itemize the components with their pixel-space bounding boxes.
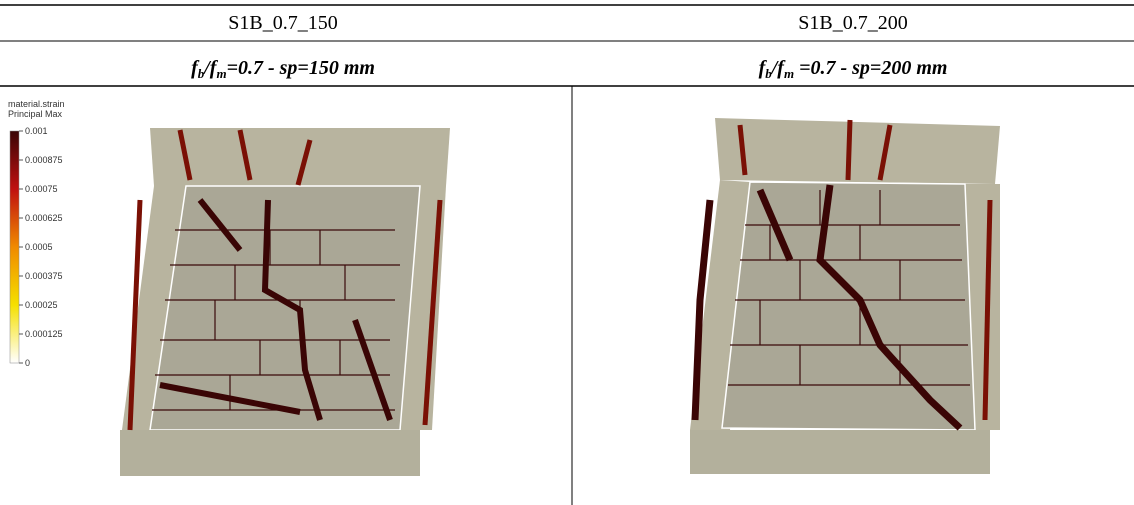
color-bar bbox=[9, 130, 20, 364]
caption-part: =0.7 - sp=200 mm bbox=[794, 57, 947, 79]
column-caption: fb/fm=0.7 - sp=150 mm bbox=[191, 57, 375, 81]
mesh-plot bbox=[120, 128, 450, 476]
legend-title: Principal Max bbox=[8, 109, 63, 119]
caption-part: f bbox=[759, 57, 768, 79]
legend-label: 0.000625 bbox=[25, 213, 63, 223]
caption-part: b bbox=[198, 66, 205, 81]
legend-title: material.strain bbox=[8, 99, 65, 109]
legend-label: 0.00025 bbox=[25, 300, 58, 310]
caption-part: m bbox=[216, 66, 226, 81]
legend-label: 0.000125 bbox=[25, 329, 63, 339]
caption-part: /f bbox=[202, 57, 219, 79]
legend-label: 0.0005 bbox=[25, 242, 53, 252]
legend-label: 0.000375 bbox=[25, 271, 63, 281]
column-title: S1B_0.7_200 bbox=[798, 12, 907, 34]
legend-label: 0.001 bbox=[25, 126, 48, 136]
caption-part: b bbox=[765, 66, 772, 81]
legend: material.strain Principal Max 0.001 0.000… bbox=[8, 99, 65, 368]
mesh-plot bbox=[690, 118, 1000, 474]
caption-part: f bbox=[191, 57, 200, 79]
column-title: S1B_0.7_150 bbox=[228, 12, 337, 34]
caption-part: m bbox=[784, 66, 794, 81]
legend-label: 0.000875 bbox=[25, 155, 63, 165]
legend-label: 0.00075 bbox=[25, 184, 58, 194]
caption-part: =0.7 - sp=150 mm bbox=[227, 57, 375, 79]
legend-label: 0 bbox=[25, 358, 30, 368]
caption-part: /f bbox=[770, 57, 787, 79]
column-caption: fb/fm =0.7 - sp=200 mm bbox=[759, 57, 948, 81]
